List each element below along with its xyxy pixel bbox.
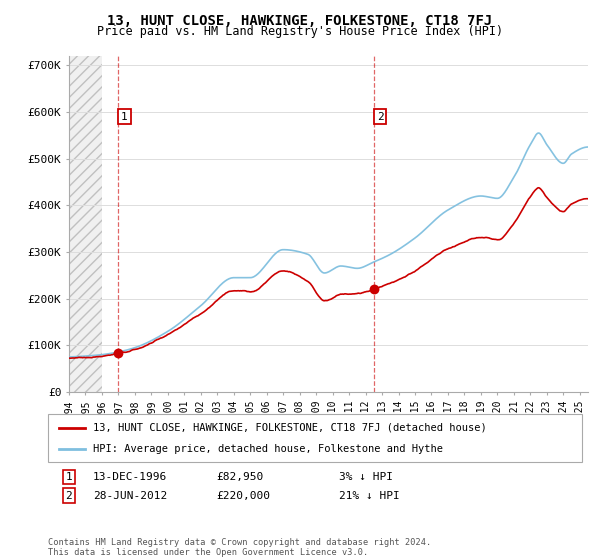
Text: 1: 1	[65, 472, 73, 482]
Text: 2: 2	[377, 111, 383, 122]
Text: £220,000: £220,000	[216, 491, 270, 501]
Text: 13, HUNT CLOSE, HAWKINGE, FOLKESTONE, CT18 7FJ (detached house): 13, HUNT CLOSE, HAWKINGE, FOLKESTONE, CT…	[94, 423, 487, 433]
Point	[113, 349, 122, 358]
Text: 3% ↓ HPI: 3% ↓ HPI	[339, 472, 393, 482]
Text: 21% ↓ HPI: 21% ↓ HPI	[339, 491, 400, 501]
Text: 2: 2	[65, 491, 73, 501]
Text: HPI: Average price, detached house, Folkestone and Hythe: HPI: Average price, detached house, Folk…	[94, 444, 443, 454]
Text: Contains HM Land Registry data © Crown copyright and database right 2024.
This d: Contains HM Land Registry data © Crown c…	[48, 538, 431, 557]
Text: Price paid vs. HM Land Registry's House Price Index (HPI): Price paid vs. HM Land Registry's House …	[97, 25, 503, 38]
FancyBboxPatch shape	[48, 414, 582, 462]
Text: 13-DEC-1996: 13-DEC-1996	[93, 472, 167, 482]
Text: £82,950: £82,950	[216, 472, 263, 482]
Text: 1: 1	[121, 111, 128, 122]
Text: 13, HUNT CLOSE, HAWKINGE, FOLKESTONE, CT18 7FJ: 13, HUNT CLOSE, HAWKINGE, FOLKESTONE, CT…	[107, 14, 493, 28]
Text: 28-JUN-2012: 28-JUN-2012	[93, 491, 167, 501]
Point	[369, 285, 379, 294]
